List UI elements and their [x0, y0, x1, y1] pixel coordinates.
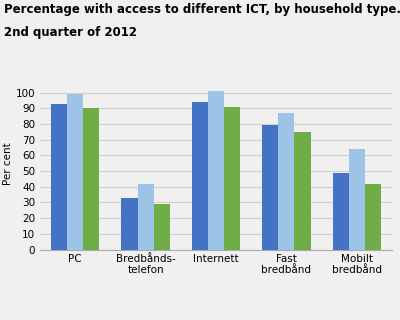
Bar: [294, 132, 311, 250]
Bar: [278, 113, 294, 250]
Text: Percentage with access to different ICT, by household type.: Percentage with access to different ICT,…: [4, 3, 400, 16]
Y-axis label: Per cent: Per cent: [3, 142, 13, 185]
Bar: [365, 184, 381, 250]
Bar: [138, 184, 154, 250]
Bar: [262, 125, 278, 250]
Bar: [83, 108, 100, 250]
Bar: [332, 172, 349, 250]
Bar: [192, 102, 208, 250]
Bar: [121, 198, 138, 250]
Bar: [67, 94, 83, 250]
Text: 2nd quarter of 2012: 2nd quarter of 2012: [4, 26, 137, 39]
Bar: [349, 149, 365, 250]
Bar: [208, 91, 224, 250]
Bar: [154, 204, 170, 250]
Bar: [224, 107, 240, 250]
Bar: [51, 103, 67, 250]
